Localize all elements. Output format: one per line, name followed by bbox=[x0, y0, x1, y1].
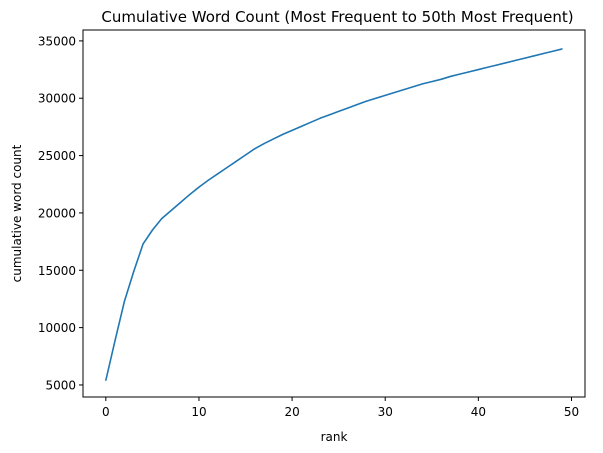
data-point bbox=[552, 50, 554, 52]
x-axis-label: rank bbox=[321, 430, 348, 444]
data-point bbox=[412, 86, 414, 88]
data-point bbox=[207, 179, 209, 181]
data-point bbox=[375, 97, 377, 99]
y-tick-label: 25000 bbox=[38, 149, 76, 163]
data-point bbox=[561, 48, 563, 50]
data-point bbox=[254, 148, 256, 150]
data-point bbox=[393, 91, 396, 94]
data-point bbox=[291, 129, 293, 131]
series-layer bbox=[105, 48, 563, 381]
data-point bbox=[338, 110, 340, 113]
data-point bbox=[347, 107, 349, 109]
data-point bbox=[189, 193, 191, 196]
data-point bbox=[123, 300, 126, 302]
data-point bbox=[477, 68, 479, 71]
y-axis-ticks: 5000 10000 15000 20000 25000 30000 35000 bbox=[38, 34, 83, 392]
data-point bbox=[515, 59, 517, 61]
plot-area: 0 10 20 30 40 50 5000 10000 15000 20000 25000 3000… bbox=[38, 29, 586, 419]
y-tick-label: 30000 bbox=[38, 92, 76, 106]
data-point bbox=[235, 160, 237, 162]
data-point bbox=[496, 64, 498, 66]
data-point bbox=[449, 75, 452, 78]
data-point bbox=[263, 142, 265, 145]
series-line bbox=[105, 48, 563, 381]
data-point bbox=[216, 173, 219, 175]
x-tick-label: 50 bbox=[564, 405, 579, 419]
data-point bbox=[161, 218, 163, 220]
x-tick-label: 40 bbox=[471, 405, 486, 419]
data-point bbox=[105, 379, 107, 381]
x-tick-label: 10 bbox=[191, 405, 206, 419]
data-point bbox=[365, 100, 368, 102]
data-point bbox=[487, 66, 489, 68]
x-axis-ticks: 0 10 20 30 40 50 bbox=[102, 397, 579, 419]
data-point bbox=[356, 103, 358, 106]
data-point bbox=[226, 167, 228, 169]
data-point bbox=[505, 62, 507, 64]
data-point bbox=[524, 57, 526, 59]
y-tick-label: 5000 bbox=[45, 378, 76, 392]
data-point bbox=[142, 243, 144, 245]
data-point bbox=[179, 202, 181, 204]
data-point bbox=[151, 229, 153, 231]
data-point bbox=[384, 94, 386, 96]
y-tick-label: 35000 bbox=[38, 34, 76, 48]
data-point bbox=[542, 52, 545, 55]
x-tick-label: 0 bbox=[102, 405, 110, 419]
data-point bbox=[533, 55, 535, 57]
data-point bbox=[198, 186, 200, 188]
data-point bbox=[300, 125, 303, 127]
data-point bbox=[328, 114, 330, 116]
data-point bbox=[468, 71, 470, 73]
data-point bbox=[170, 210, 172, 212]
data-point bbox=[403, 89, 405, 91]
data-point bbox=[421, 83, 424, 85]
y-axis-label: cumulative word count bbox=[10, 144, 24, 282]
data-point bbox=[431, 81, 433, 83]
x-tick-label: 20 bbox=[284, 405, 299, 419]
data-point bbox=[114, 339, 116, 341]
data-point bbox=[272, 138, 275, 140]
data-point bbox=[133, 270, 135, 273]
x-tick-label: 30 bbox=[378, 405, 393, 419]
axes-frame bbox=[82, 29, 586, 398]
data-point bbox=[440, 78, 442, 80]
data-point bbox=[459, 73, 461, 75]
data-point bbox=[319, 117, 321, 119]
y-tick-label: 20000 bbox=[38, 206, 76, 220]
data-point bbox=[244, 154, 247, 156]
data-point bbox=[282, 133, 284, 135]
y-tick-label: 10000 bbox=[38, 321, 76, 335]
chart-title: Cumulative Word Count (Most Frequent to … bbox=[101, 8, 573, 26]
data-point bbox=[310, 121, 312, 123]
y-tick-label: 15000 bbox=[38, 264, 76, 278]
